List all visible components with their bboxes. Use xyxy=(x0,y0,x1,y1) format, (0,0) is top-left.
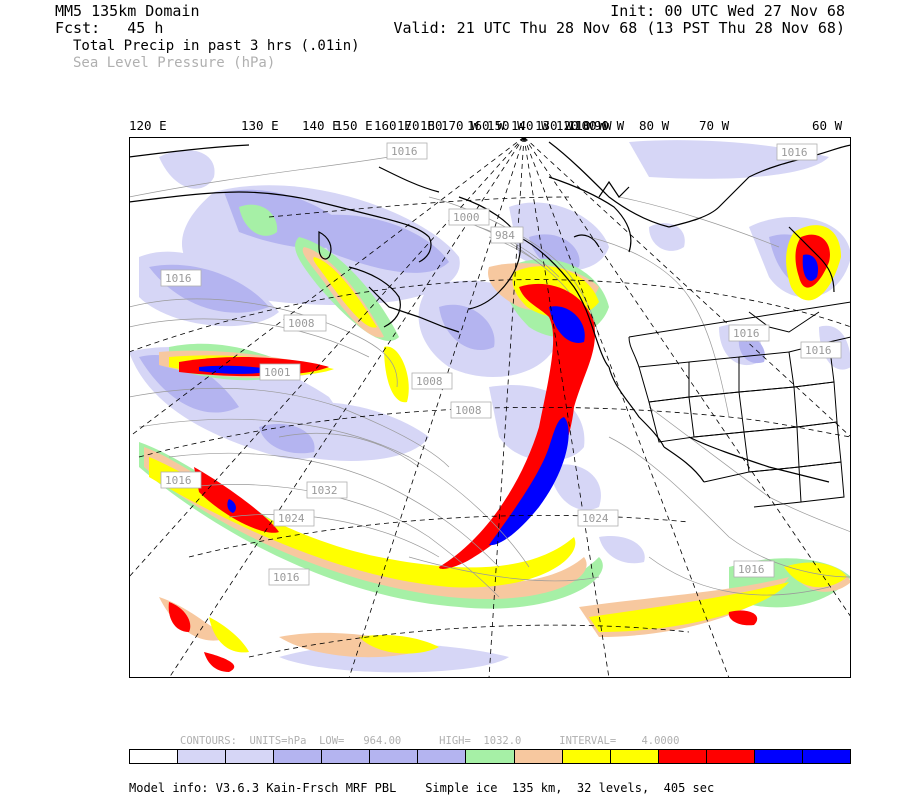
contour-info: CONTOURS: UNITS=hPa LOW= 964.00 HIGH= 10… xyxy=(180,735,680,747)
isobar-label-box: 1016 xyxy=(268,568,310,586)
precip-map[interactable]: 1016 1016 1016 1000 984 1008 1001 1008 1… xyxy=(129,137,851,678)
lon-label: 140 W xyxy=(511,118,549,133)
svg-text:1008: 1008 xyxy=(455,404,482,417)
lon-label: 60 W xyxy=(812,118,843,133)
map-frame xyxy=(129,137,851,678)
forecast-label-text: Fcst: xyxy=(55,19,101,37)
lon-label: 100 W xyxy=(574,118,612,133)
colorbar-swatch xyxy=(562,750,611,763)
colorbar-swatch xyxy=(802,750,850,763)
isobar-label-box: 1000 xyxy=(448,208,490,226)
colorbar-swatch xyxy=(178,750,227,763)
colorbar-swatch xyxy=(130,750,179,763)
isobar-label-box: 1008 xyxy=(283,314,327,332)
isobar-label-box: 1008 xyxy=(450,401,492,419)
isobars xyxy=(129,156,851,598)
lon-label: 110 W xyxy=(568,118,606,133)
lon-label: 160 W xyxy=(467,118,505,133)
svg-text:1016: 1016 xyxy=(781,146,808,159)
lon-label: 130 E xyxy=(241,118,279,133)
svg-text:1008: 1008 xyxy=(416,375,443,388)
svg-text:1016: 1016 xyxy=(738,563,765,576)
valid-time: Valid: 21 UTC Thu 28 Nov 68 (13 PST Thu … xyxy=(393,19,845,37)
svg-text:1024: 1024 xyxy=(582,512,609,525)
isobar-label-box: 1016 xyxy=(160,269,202,287)
lon-label: 140 E xyxy=(302,118,340,133)
isobar-labels: 1016 1016 1016 1000 984 1008 1001 1008 1… xyxy=(160,142,842,586)
isobar-label-box: 1016 xyxy=(776,143,818,161)
isobar-label-box: 1024 xyxy=(577,509,619,527)
isobar-label-box: 1001 xyxy=(259,363,301,381)
colorbar-swatch xyxy=(322,750,371,763)
field-precip-title: Total Precip in past 3 hrs (.01in) xyxy=(73,38,360,54)
svg-text:1000: 1000 xyxy=(453,211,480,224)
isobar-label-box: 1016 xyxy=(160,471,202,489)
colorbar-swatch xyxy=(514,750,563,763)
init-time: Init: 00 UTC Wed 27 Nov 68 xyxy=(610,2,845,20)
isobar-label-box: 1016 xyxy=(733,560,775,578)
lon-label: 70 W xyxy=(699,118,730,133)
political-borders xyxy=(628,301,851,508)
isobar-label-box: 1016 xyxy=(728,324,770,342)
forecast-label: Fcst: 45 h xyxy=(55,20,163,37)
svg-text:1016: 1016 xyxy=(165,272,192,285)
forecast-hour: 45 h xyxy=(127,19,164,37)
svg-text:1001: 1001 xyxy=(264,366,291,379)
lon-label: 150 W xyxy=(487,118,525,133)
model-info: Model info: V3.6.3 Kain-Frsch MRF PBL Si… xyxy=(129,781,715,795)
lon-label: 90 W xyxy=(594,118,625,133)
field-slp-title: Sea Level Pressure (hPa) xyxy=(73,55,276,71)
svg-text:1016: 1016 xyxy=(805,344,832,357)
colorbar-swatch xyxy=(370,750,419,763)
lon-label: 120 W xyxy=(556,118,594,133)
model-title: MM5 135km Domain xyxy=(55,2,200,20)
svg-text:1008: 1008 xyxy=(288,317,315,330)
colorbar-swatch xyxy=(226,750,275,763)
colorbar-swatch xyxy=(754,750,803,763)
colorbar-swatch xyxy=(610,750,659,763)
colorbar xyxy=(129,749,851,764)
longitude-labels: 120 E 130 E 140 E 150 E 160 E 170 E 180 … xyxy=(129,118,851,134)
svg-text:1032: 1032 xyxy=(311,484,338,497)
isobar-label-box: 1016 xyxy=(386,142,428,160)
lon-label: 80 W xyxy=(639,118,670,133)
precip-blue-areas xyxy=(199,254,819,546)
isobar-label-box: 1008 xyxy=(411,372,453,390)
lon-label: 180 xyxy=(420,118,443,133)
isobar-label-box: 1024 xyxy=(273,509,315,527)
lon-label: 160 E xyxy=(374,118,412,133)
svg-text:1016: 1016 xyxy=(733,327,760,340)
colorbar-swatch xyxy=(274,750,323,763)
svg-text:1024: 1024 xyxy=(278,512,305,525)
lon-label: 170 E xyxy=(397,118,435,133)
lon-label: 150 E xyxy=(335,118,373,133)
colorbar-swatch xyxy=(658,750,707,763)
lon-label: 130 W xyxy=(535,118,573,133)
isobar-label-box: 984 xyxy=(490,226,524,244)
colorbar-swatch xyxy=(418,750,467,763)
colorbar-swatch xyxy=(706,750,755,763)
svg-text:984: 984 xyxy=(495,229,515,242)
lon-label: 120 E xyxy=(129,118,167,133)
lon-label: 170 W xyxy=(441,118,479,133)
svg-text:1016: 1016 xyxy=(391,145,418,158)
svg-text:1016: 1016 xyxy=(165,474,192,487)
isobar-label-box: 1016 xyxy=(800,341,842,359)
colorbar-swatch xyxy=(466,750,515,763)
svg-text:1016: 1016 xyxy=(273,571,300,584)
isobar-label-box: 1032 xyxy=(306,481,348,499)
